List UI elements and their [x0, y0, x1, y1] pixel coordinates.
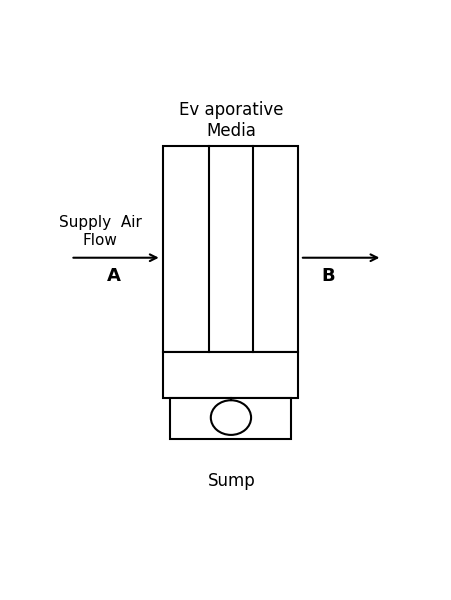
Bar	[170, 398, 290, 439]
Text: A: A	[107, 267, 121, 285]
Ellipse shape	[210, 400, 251, 435]
Bar	[163, 146, 298, 352]
Text: Supply  Air
Flow: Supply Air Flow	[59, 215, 142, 248]
Text: Ev aporative
Media: Ev aporative Media	[179, 101, 283, 140]
Text: Sump: Sump	[207, 472, 255, 490]
Bar	[163, 352, 298, 398]
Text: B: B	[321, 267, 334, 285]
